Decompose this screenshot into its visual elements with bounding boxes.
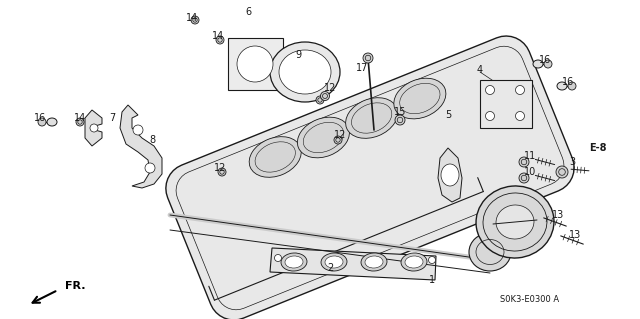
Text: 13: 13 [569, 230, 581, 240]
Polygon shape [270, 248, 436, 280]
Ellipse shape [486, 85, 495, 94]
Ellipse shape [275, 255, 282, 262]
Text: 3: 3 [569, 157, 575, 167]
Ellipse shape [281, 253, 307, 271]
Ellipse shape [395, 115, 405, 125]
Text: 10: 10 [524, 167, 536, 177]
Ellipse shape [346, 98, 397, 138]
Ellipse shape [441, 164, 459, 186]
Ellipse shape [38, 118, 46, 126]
Ellipse shape [429, 256, 435, 263]
Ellipse shape [76, 118, 84, 126]
Ellipse shape [519, 173, 529, 183]
Polygon shape [120, 105, 162, 188]
Ellipse shape [285, 256, 303, 268]
Ellipse shape [321, 253, 347, 271]
Text: 16: 16 [34, 113, 46, 123]
Bar [228, 38, 283, 90]
Text: 13: 13 [552, 210, 564, 220]
Ellipse shape [321, 92, 330, 100]
Polygon shape [438, 148, 462, 202]
Text: 7: 7 [109, 113, 115, 123]
Ellipse shape [316, 96, 324, 104]
Ellipse shape [515, 85, 525, 94]
Text: 4: 4 [477, 65, 483, 75]
Ellipse shape [363, 53, 373, 63]
Text: 12: 12 [324, 83, 336, 93]
Text: 1: 1 [429, 275, 435, 285]
Ellipse shape [325, 256, 343, 268]
Ellipse shape [270, 42, 340, 102]
Text: 2: 2 [327, 263, 333, 273]
Ellipse shape [279, 50, 331, 94]
Ellipse shape [133, 125, 143, 135]
Bar [480, 80, 532, 128]
Text: 11: 11 [524, 151, 536, 161]
Text: 5: 5 [445, 110, 451, 120]
Ellipse shape [469, 233, 511, 271]
Text: E-8: E-8 [589, 143, 607, 153]
Text: FR.: FR. [65, 281, 86, 291]
Text: 8: 8 [149, 135, 155, 145]
Ellipse shape [218, 168, 226, 176]
Text: S0K3-E0300 A: S0K3-E0300 A [500, 295, 559, 305]
Ellipse shape [557, 82, 567, 90]
Ellipse shape [361, 253, 387, 271]
Ellipse shape [249, 137, 301, 177]
Ellipse shape [515, 112, 525, 121]
Ellipse shape [556, 166, 568, 178]
Ellipse shape [47, 118, 57, 126]
Text: 6: 6 [245, 7, 251, 17]
Ellipse shape [401, 253, 427, 271]
Ellipse shape [533, 60, 543, 68]
Ellipse shape [298, 117, 349, 158]
Ellipse shape [191, 16, 199, 24]
Text: 15: 15 [394, 107, 406, 117]
Ellipse shape [145, 163, 155, 173]
Text: 14: 14 [186, 13, 198, 23]
Ellipse shape [90, 124, 98, 132]
Ellipse shape [237, 46, 273, 82]
Polygon shape [85, 110, 102, 146]
Ellipse shape [216, 36, 224, 44]
Text: 17: 17 [356, 63, 368, 73]
Text: 14: 14 [212, 31, 224, 41]
Ellipse shape [568, 82, 576, 90]
Text: 16: 16 [539, 55, 551, 65]
Text: 12: 12 [334, 130, 346, 140]
Ellipse shape [334, 136, 342, 144]
Text: 14: 14 [74, 113, 86, 123]
Text: 16: 16 [562, 77, 574, 87]
Text: 9: 9 [295, 50, 301, 60]
Ellipse shape [405, 256, 423, 268]
Ellipse shape [496, 205, 534, 239]
Ellipse shape [365, 256, 383, 268]
Ellipse shape [544, 60, 552, 68]
Ellipse shape [394, 78, 446, 119]
Polygon shape [166, 36, 574, 319]
Ellipse shape [476, 186, 554, 258]
Ellipse shape [486, 112, 495, 121]
Ellipse shape [519, 157, 529, 167]
Text: 12: 12 [214, 163, 226, 173]
